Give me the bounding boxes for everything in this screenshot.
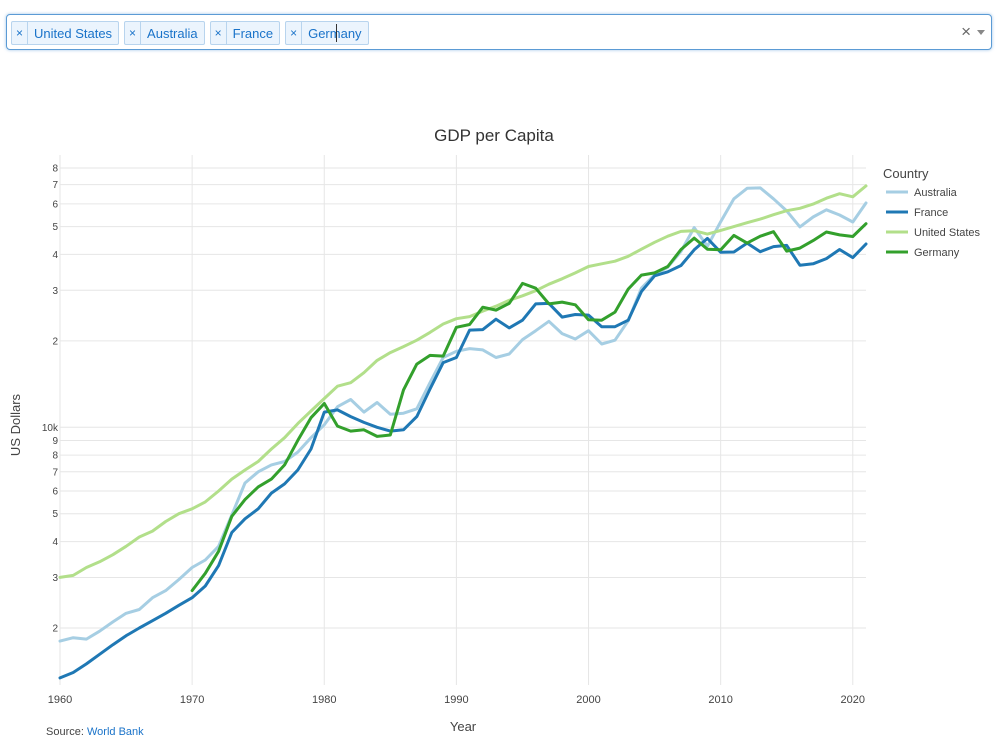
y-tick-label: 7 [52, 180, 58, 191]
legend-label-germany: Germany [914, 247, 960, 259]
x-tick-label: 1980 [312, 694, 336, 706]
chip-australia: × Australia [124, 21, 205, 45]
chip-label: United States [34, 25, 113, 41]
series-line-australia [58, 186, 868, 643]
legend: Country Australia France United States Germ… [883, 166, 981, 259]
remove-germany-icon[interactable]: × [286, 22, 303, 44]
legend-label-france: France [914, 207, 948, 219]
selected-chips: × United States × Australia × France × G… [11, 21, 369, 45]
chip-germany: × Germany [285, 21, 369, 45]
chip-label: Australia [147, 25, 198, 41]
series-line-france [58, 236, 868, 680]
legend-title: Country [883, 166, 929, 181]
axis-ticks: 1960 1970 1980 1990 2000 2010 2020 2 3 4 5 6 7 8 9 10k 2… [42, 164, 865, 707]
y-tick-label: 6 [52, 199, 58, 210]
y-tick-label: 7 [52, 467, 58, 478]
series-line-germany [190, 222, 868, 593]
clear-all-icon[interactable]: × [961, 22, 971, 41]
dropdown-caret-icon[interactable] [977, 30, 985, 35]
x-tick-label: 1970 [180, 694, 204, 706]
remove-united-states-icon[interactable]: × [12, 22, 28, 44]
source-note: Source: World Bank [46, 726, 144, 738]
y-tick-label: 8 [52, 451, 58, 462]
y-tick-label: 3 [52, 286, 58, 297]
x-tick-label: 2020 [841, 694, 865, 706]
source-link[interactable]: World Bank [86, 726, 144, 738]
y-tick-label: 10k [42, 423, 59, 434]
x-tick-label: 2000 [576, 694, 600, 706]
legend-label-australia: Australia [914, 187, 958, 199]
y-tick-label: 5 [52, 222, 58, 233]
remove-australia-icon[interactable]: × [125, 22, 142, 44]
source-prefix: Source: [46, 726, 84, 738]
text-cursor [336, 24, 337, 42]
x-tick-label: 1960 [48, 694, 72, 706]
y-axis-label: US Dollars [8, 393, 23, 456]
y-tick-label: 6 [52, 487, 58, 498]
chip-united-states: × United States [11, 21, 120, 45]
y-tick-label: 5 [52, 509, 58, 520]
grid [59, 155, 866, 685]
chip-france: × France [209, 21, 281, 45]
y-tick-label: 4 [52, 537, 58, 548]
chip-label: Germany [308, 25, 362, 41]
y-tick-label: 2 [52, 624, 58, 635]
x-axis-label: Year [450, 719, 477, 734]
remove-france-icon[interactable]: × [211, 22, 227, 44]
chip-label: France [232, 25, 274, 41]
legend-label-united-states: United States [914, 227, 981, 239]
y-tick-label: 4 [52, 250, 58, 261]
country-selector[interactable]: × United States × Australia × France × G… [6, 14, 992, 50]
y-tick-label: 2 [52, 336, 58, 347]
y-tick-label: 3 [52, 573, 58, 584]
chart-title: GDP per Capita [434, 126, 554, 145]
y-tick-label: 9 [52, 436, 58, 447]
series-lines [58, 184, 868, 680]
series-line-united-states [58, 184, 868, 579]
y-tick-label: 8 [52, 164, 58, 175]
x-tick-label: 2010 [708, 694, 732, 706]
x-tick-label: 1990 [444, 694, 468, 706]
